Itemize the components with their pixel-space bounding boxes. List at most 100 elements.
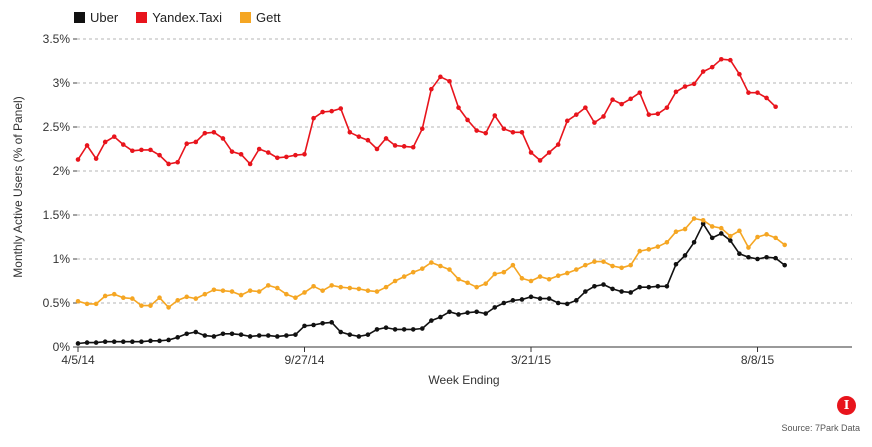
data-point-gett [510, 262, 516, 268]
data-point-gett [438, 263, 443, 269]
data-point-yandex-taxi [256, 146, 262, 152]
data-point-gett [102, 293, 108, 299]
data-point-yandex-taxi [709, 64, 715, 70]
data-point-yandex-taxi [275, 155, 280, 161]
data-point-uber [592, 283, 597, 289]
data-point-yandex-taxi [111, 134, 117, 139]
gridlines [77, 38, 852, 304]
data-point-yandex-taxi [746, 90, 751, 95]
data-point-gett [773, 235, 778, 241]
data-point-gett [655, 244, 661, 249]
data-point-gett [501, 269, 507, 275]
data-point-yandex-taxi [284, 154, 289, 160]
data-point-uber [691, 239, 697, 245]
y-axis-label: Monthly Active Users (% of Panel) [11, 96, 25, 277]
data-point-uber [438, 314, 443, 320]
data-point-gett [311, 283, 316, 289]
data-point-uber [709, 235, 715, 241]
data-point-uber [157, 338, 162, 344]
data-point-uber [728, 238, 733, 243]
data-point-uber [700, 221, 706, 227]
data-point-gett [166, 305, 171, 310]
data-point-uber [338, 329, 344, 335]
data-point-uber [646, 284, 652, 290]
data-point-yandex-taxi [764, 95, 769, 101]
data-point-yandex-taxi [75, 157, 81, 162]
data-point-gett [619, 265, 624, 271]
data-point-gett [564, 270, 570, 276]
data-point-gett [429, 260, 434, 265]
data-point-yandex-taxi [583, 105, 588, 110]
data-point-gett [492, 271, 498, 277]
y-tick-label: 1.5% [43, 208, 71, 222]
data-point-gett [764, 232, 769, 237]
data-point-gett [728, 233, 733, 239]
data-point-gett [193, 296, 199, 301]
x-tick-label: 9/27/14 [284, 353, 324, 367]
data-point-gett [755, 234, 760, 240]
data-point-gett [583, 262, 588, 268]
data-point-gett [637, 248, 643, 254]
data-point-gett [84, 301, 90, 307]
data-point-gett [628, 262, 633, 268]
data-point-uber [256, 333, 262, 338]
data-point-uber [275, 334, 280, 339]
legend-item-yandex: Yandex.Taxi [136, 10, 222, 25]
data-point-yandex-taxi [238, 151, 244, 157]
data-point-yandex-taxi [628, 96, 633, 102]
y-tick-label: 0.5% [43, 296, 71, 310]
data-point-gett [383, 284, 389, 290]
data-point-gett [392, 278, 398, 284]
data-point-yandex-taxi [755, 90, 760, 95]
legend-label-gett: Gett [256, 10, 281, 25]
data-point-uber [528, 294, 534, 300]
data-point-yandex-taxi [773, 104, 778, 110]
data-point-yandex-taxi [574, 112, 579, 117]
data-point-gett [555, 273, 561, 279]
data-point-yandex-taxi [166, 161, 171, 167]
data-point-gett [519, 276, 525, 281]
data-point-yandex-taxi [637, 90, 643, 95]
brand-logo-icon: I [837, 396, 856, 415]
data-point-yandex-taxi [555, 142, 561, 147]
data-point-uber [175, 335, 180, 340]
data-point-uber [564, 301, 570, 307]
data-point-gett [737, 228, 742, 234]
data-point-yandex-taxi [718, 56, 724, 62]
y-tick-label: 3.5% [43, 32, 71, 46]
data-point-uber [718, 231, 724, 236]
legend-item-uber: Uber [74, 10, 118, 25]
data-point-yandex-taxi [655, 111, 661, 117]
data-point-uber [392, 327, 398, 332]
data-point-yandex-taxi [130, 148, 135, 154]
data-point-yandex-taxi [93, 156, 99, 161]
data-point-yandex-taxi [329, 108, 334, 114]
data-point-yandex-taxi [700, 69, 706, 74]
x-tick-label: 8/8/15 [741, 353, 775, 367]
source-note: Source: 7Park Data [781, 423, 860, 433]
data-point-uber [519, 297, 525, 302]
data-point-uber [220, 331, 226, 337]
data-point-uber [193, 329, 199, 335]
data-point-yandex-taxi [102, 139, 108, 145]
data-point-gett [284, 291, 289, 297]
data-point-gett [175, 298, 180, 303]
data-point-yandex-taxi [601, 114, 606, 119]
y-tick-label: 1% [53, 252, 71, 266]
data-point-uber [655, 283, 661, 289]
data-point-gett [302, 290, 307, 295]
data-point-gett [148, 303, 153, 308]
data-point-gett [528, 278, 534, 284]
y-tick-label: 2% [53, 164, 71, 178]
data-point-uber [401, 327, 407, 332]
data-point-yandex-taxi [673, 89, 679, 95]
data-point-yandex-taxi [492, 113, 498, 118]
data-point-gett [347, 285, 353, 291]
data-point-gett [338, 284, 344, 290]
data-point-uber [764, 254, 769, 260]
data-point-yandex-taxi [456, 105, 461, 110]
data-point-gett [329, 283, 334, 288]
data-point-yandex-taxi [410, 144, 416, 150]
data-point-yandex-taxi [737, 71, 742, 77]
x-axis-label: Week Ending [428, 373, 499, 387]
